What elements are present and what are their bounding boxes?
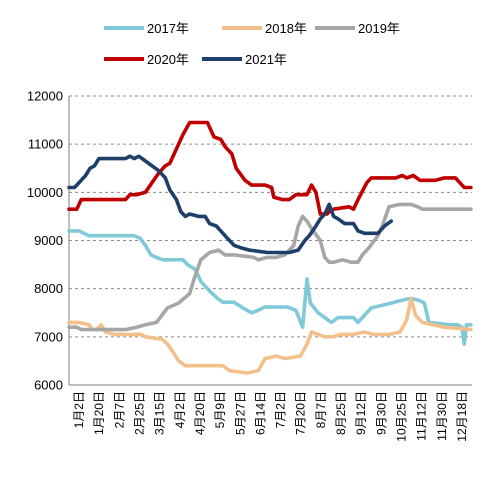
series-lines	[67, 120, 473, 375]
y-tick-label: 6000	[34, 378, 63, 393]
x-tick-label: 7月2日	[274, 391, 288, 428]
x-tick-label: 12月18日	[455, 391, 469, 442]
x-tick-label: 4月20日	[193, 391, 207, 435]
x-tick-label: 9月12日	[354, 391, 368, 435]
x-tick-label: 11月30日	[435, 391, 449, 441]
series-line-2	[67, 296, 473, 375]
y-tick-label: 7000	[34, 329, 63, 344]
legend-item: 2019年	[315, 21, 400, 36]
x-tick-label: 2月25日	[133, 391, 147, 435]
legend-item: 2021年	[202, 52, 287, 67]
x-tick-label: 3月15日	[153, 391, 167, 435]
y-tick-label: 10000	[27, 185, 63, 200]
y-tick-label: 9000	[34, 233, 63, 248]
legend-label: 2017年	[147, 21, 189, 36]
series-line-1	[67, 229, 473, 346]
legend-label: 2018年	[265, 21, 307, 36]
legend: 2017年 2018年 2019年 2020年 2021年	[104, 21, 400, 67]
x-tick-label: 8月25日	[334, 391, 348, 435]
axes	[68, 96, 472, 386]
x-tick-label: 2月7日	[112, 391, 126, 428]
x-tick-label: 8月7日	[314, 391, 328, 428]
legend-item: 2018年	[222, 21, 307, 36]
x-tick-label: 11月12日	[415, 391, 429, 441]
legend-label: 2020年	[147, 52, 189, 67]
series-line-5	[67, 154, 393, 255]
x-tick-label: 10月25日	[394, 391, 408, 442]
legend-label: 2021年	[245, 52, 287, 67]
x-tick-label: 7月20日	[294, 391, 308, 435]
y-tick-label: 8000	[34, 281, 63, 296]
x-tick-label: 5月9日	[213, 391, 227, 428]
y-axis-tick-labels: 6000 7000 8000 9000 10000 11000 12000	[27, 89, 63, 393]
series-line-4	[67, 120, 473, 216]
legend-item: 2020年	[104, 52, 189, 67]
x-tick-label: 1月20日	[92, 391, 106, 435]
series-line-3	[67, 202, 473, 332]
x-axis-tick-labels: 1月2日 1月20日 2月7日 2月25日 3月15日 4月2日 4月20日 5月9日 5月27…	[72, 391, 469, 442]
x-tick-label: 6月14日	[253, 391, 267, 435]
x-tick-label: 9月30日	[374, 391, 388, 435]
gridlines	[69, 95, 472, 338]
x-tick-label: 4月2日	[173, 391, 187, 428]
x-tick-label: 1月2日	[72, 391, 86, 428]
y-tick-label: 12000	[27, 89, 63, 104]
y-tick-label: 11000	[28, 137, 63, 152]
x-tick-label: 5月27日	[233, 391, 247, 435]
legend-label: 2019年	[358, 21, 400, 36]
legend-item: 2017年	[104, 21, 189, 36]
